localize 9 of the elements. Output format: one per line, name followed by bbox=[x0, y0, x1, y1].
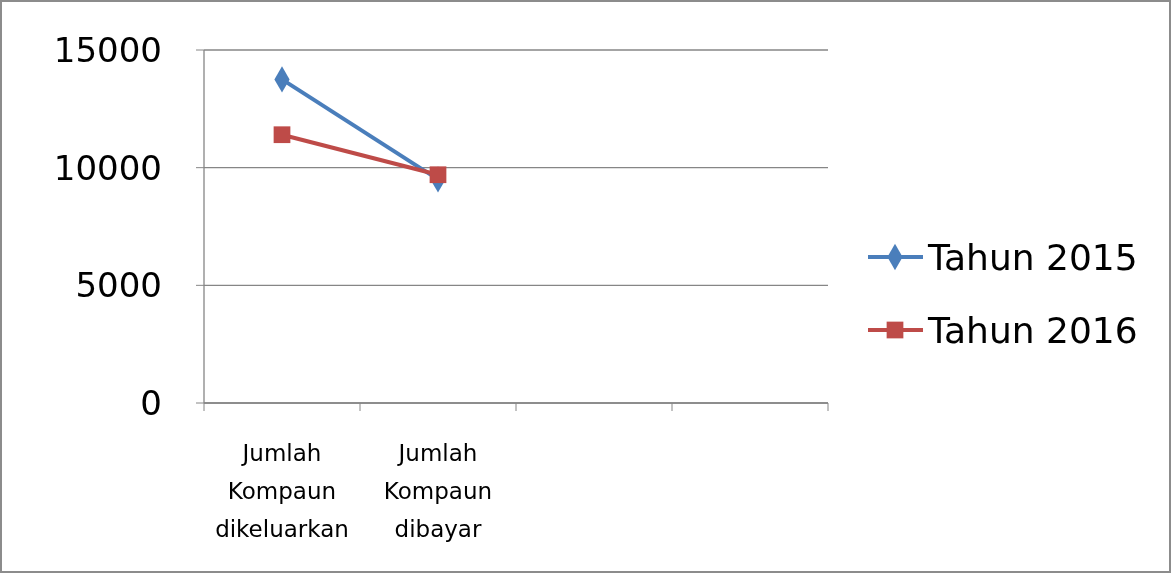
point bbox=[273, 126, 291, 144]
y-tick-label: 15000 bbox=[53, 29, 162, 70]
legend-label: Tahun 2016 bbox=[927, 309, 1138, 351]
x-tick-label: Jumlah Kompaun dikeluarkan bbox=[215, 440, 349, 542]
y-tick-label: 5000 bbox=[75, 265, 162, 306]
y-tick-label: 10000 bbox=[53, 147, 162, 188]
y-tick-label: 0 bbox=[140, 382, 162, 423]
x-tick-label: Jumlah Kompaun dibayar bbox=[383, 440, 493, 542]
legend-label: Tahun 2015 bbox=[927, 236, 1138, 278]
